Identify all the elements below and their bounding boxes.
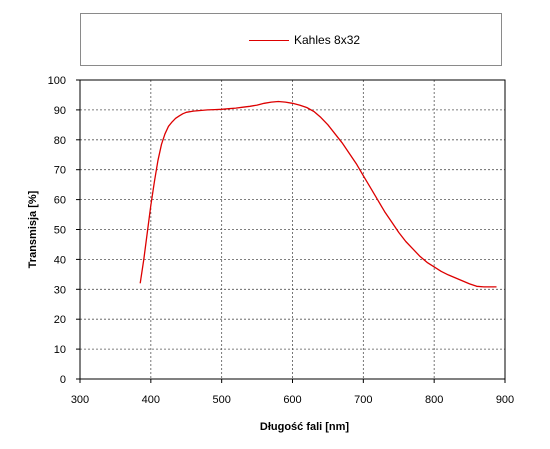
y-tick-label: 0 <box>60 374 66 386</box>
y-tick-label: 50 <box>54 225 66 237</box>
y-tick-label: 10 <box>54 344 66 356</box>
legend: Kahles 8x32 <box>80 13 502 66</box>
legend-series-label: Kahles 8x32 <box>294 33 361 47</box>
x-tick-label: 800 <box>425 394 443 406</box>
x-tick-label: 400 <box>142 394 160 406</box>
x-axis-ticks: 300 400 500 600 700 800 900 <box>71 379 514 406</box>
x-tick-label: 500 <box>212 394 230 406</box>
y-tick-label: 40 <box>54 254 66 266</box>
y-tick-label: 30 <box>54 284 66 296</box>
x-axis-title: Długość fali [nm] <box>260 421 350 433</box>
y-tick-label: 100 <box>48 75 66 87</box>
y-tick-label: 20 <box>54 314 66 326</box>
y-axis-ticks: 0 10 20 30 40 50 60 70 80 90 100 <box>48 75 80 386</box>
x-tick-label: 600 <box>283 394 301 406</box>
y-tick-label: 70 <box>54 165 66 177</box>
x-tick-label: 900 <box>496 394 514 406</box>
series-lines <box>139 100 497 288</box>
y-axis-title: Transmisja [%] <box>27 190 39 268</box>
series-line <box>139 100 497 288</box>
legend-series-swatch <box>249 40 289 41</box>
grid-lines <box>80 80 505 379</box>
y-tick-label: 80 <box>54 135 66 147</box>
x-tick-label: 300 <box>71 394 89 406</box>
y-tick-label: 60 <box>54 195 66 207</box>
x-tick-label: 700 <box>354 394 372 406</box>
y-tick-label: 90 <box>54 105 66 117</box>
